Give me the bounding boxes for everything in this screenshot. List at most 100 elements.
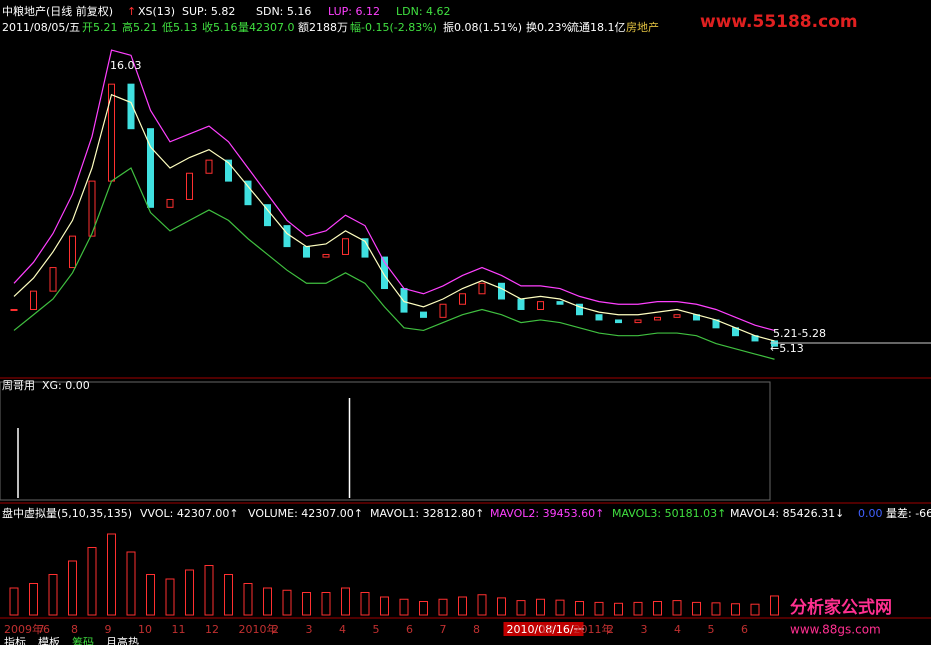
tab: 筹码 (72, 635, 94, 645)
vol-bar (555, 599, 565, 616)
candle (361, 238, 369, 258)
vol-bar (282, 589, 292, 616)
date-label: 4 (339, 623, 346, 636)
candle (10, 308, 18, 311)
date-label: 3 (306, 623, 313, 636)
vol-bar (575, 601, 584, 616)
date-label: 2011年 (574, 622, 613, 636)
candle (283, 225, 291, 248)
band-line (13, 93, 775, 342)
vol-legend: VOLUME: 42307.00↑ (248, 507, 363, 520)
date-label: 8 (473, 623, 480, 636)
candle (147, 128, 154, 208)
date-label: 7 (38, 623, 45, 636)
vol-bar (321, 592, 331, 616)
candle (615, 319, 622, 324)
candle (400, 288, 408, 313)
date-label: 9 (105, 623, 112, 636)
band-line (13, 167, 775, 360)
ldn: LDN: 4.62 (396, 5, 451, 18)
vol-bar (477, 594, 487, 616)
candle (654, 316, 661, 321)
vol-bar (614, 602, 623, 616)
quote-amp: 振0.08(1.51%) (443, 20, 522, 34)
candle (166, 198, 174, 208)
candle (225, 159, 232, 182)
date-label: 10 (138, 623, 152, 636)
candle (49, 267, 57, 292)
vol-bar (711, 602, 721, 616)
quote-low: 低5.13 (162, 21, 198, 34)
quote-high: 高5.21 (122, 20, 158, 34)
quote-amount: 额2188万 (298, 21, 348, 34)
date-label: 2010/08/16/一 (507, 623, 585, 636)
date-label: 4 (674, 623, 681, 636)
tab: 指标 (4, 635, 26, 645)
watermark: www.88gs.com (790, 623, 881, 637)
vol-legend: MAVOL3: 50181.03↑ (612, 507, 726, 520)
vol-bar (750, 603, 760, 616)
vol-legend: 量差: -66 (886, 506, 931, 520)
candle (537, 301, 544, 310)
candle (303, 246, 310, 258)
candle (634, 319, 642, 324)
range-label: 5.21-5.28 (773, 327, 826, 340)
quote-open: 开5.21 (82, 21, 118, 34)
candle (576, 303, 583, 316)
vol-bar (380, 596, 389, 616)
date-label: 2010年 (239, 622, 278, 636)
candle (127, 83, 135, 130)
vol-bar (243, 583, 253, 616)
vol-title: 盘中虚拟量(5,10,35,135) (2, 506, 132, 520)
quote-sector: 房地产 (626, 20, 659, 34)
date-label: 2009年6 (4, 622, 50, 636)
vol-bar (692, 601, 701, 616)
candle (478, 282, 486, 295)
candle (342, 238, 349, 255)
date-label: 5 (708, 623, 715, 636)
vol-bar (48, 574, 58, 616)
candle (556, 301, 564, 305)
vol-bar (438, 598, 448, 616)
date-label: 12 (205, 623, 219, 636)
candle (439, 303, 447, 318)
arrow: ↑ (127, 5, 136, 18)
vol-bar (672, 600, 682, 616)
candle (322, 253, 330, 258)
candle (381, 256, 388, 290)
xg-label: XG: 0.00 (42, 379, 90, 392)
vol-bar (185, 569, 194, 616)
candle (517, 298, 525, 310)
vol-bar (146, 574, 155, 616)
candle (264, 204, 271, 227)
lup: LUP: 6.12 (328, 5, 380, 18)
vol-bar (633, 601, 643, 616)
vol-bar (126, 551, 136, 616)
watermark: www.55188.com (700, 12, 858, 32)
vol-bar (516, 600, 526, 616)
vol-bar (204, 565, 214, 616)
quote-close: 收5.16 (202, 20, 238, 34)
candle (205, 159, 213, 174)
vol-bar (29, 583, 38, 616)
quote-vol: 量42307.0 (238, 21, 295, 34)
date-label: 8 (71, 623, 78, 636)
candle (459, 293, 466, 305)
xg-frame (0, 381, 771, 501)
vol-bar (419, 601, 428, 616)
vol-bar (263, 587, 272, 616)
vol-bar (341, 587, 350, 616)
candle (69, 235, 76, 269)
vol-legend: VVOL: 42307.00↑ (140, 507, 239, 520)
date-highlight (503, 622, 584, 636)
vol-bar (458, 596, 467, 616)
band-line (13, 49, 775, 332)
candle (186, 172, 193, 200)
date-label: 6 (406, 623, 413, 636)
vol-bar (68, 560, 77, 616)
tab: 模板 (38, 635, 60, 645)
vol-bar (9, 587, 19, 616)
sup: SUP: 5.82 (182, 5, 235, 18)
